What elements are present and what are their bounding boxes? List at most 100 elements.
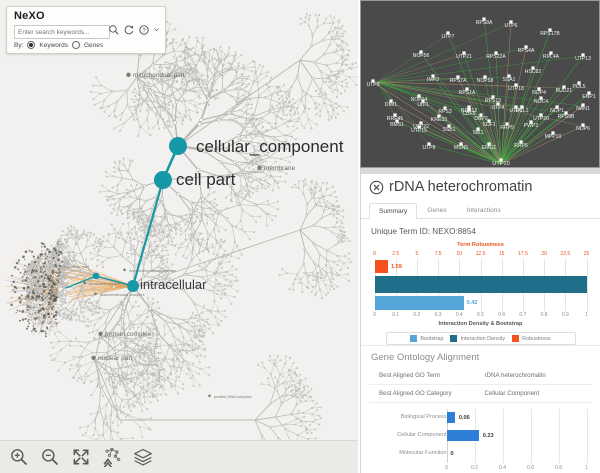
gene-label-rps4a[interactable]: RPS4A [518,48,535,54]
gene-label-ssb1[interactable]: SSB1 [442,127,455,133]
gene-label-emg1[interactable]: EMG1 [482,145,497,151]
gene-label-utp4[interactable]: UTP4 [491,105,504,111]
chart-legend[interactable]: Bootstrap Interaction Density Robustness [385,332,576,345]
tree-label-nuclear-part[interactable]: nuclear part [98,355,133,362]
gene-label-rpl4a[interactable]: RPL4A [543,54,560,60]
gene-label-rps7a[interactable]: RPS7A [450,78,467,84]
collapse-network-icon[interactable] [102,447,122,467]
gene-label-rps17b[interactable]: RPS17B [540,31,560,37]
gene-label-rrp45[interactable]: RRP45 [387,116,404,122]
gene-label-utp22[interactable]: UTP22 [413,124,429,130]
tree-nodes[interactable] [10,13,358,466]
gene-label-utp8[interactable]: UTP8 [422,145,435,151]
search-icon[interactable] [108,24,120,36]
gene-label-dbp2[interactable]: DBP2 [474,116,487,122]
gene-label-sik1[interactable]: SIK1 [472,130,483,136]
gene-label-rps22a[interactable]: RPS22A [486,54,506,60]
tree-label-cell-part[interactable]: cell part [176,170,236,189]
tree-toolbar[interactable] [0,440,358,473]
gene-label-nop14[interactable]: NOP14 [411,97,428,103]
gene-label-utp21[interactable]: UTP21 [456,54,472,60]
gene-label-utp15[interactable]: UTP15 [411,128,427,134]
gene-label-bud21[interactable]: BUD21 [556,88,573,94]
gene-label-utp9[interactable]: UTP9 [366,82,379,88]
tab-interactions[interactable]: Interactions [466,207,501,214]
detail-tabs[interactable]: Summary Genes Interactions [361,197,600,219]
gene-label-nop1[interactable]: NOP1 [550,108,564,114]
search-icon-group[interactable]: ? [108,24,160,36]
gene-label-utp7[interactable]: UTP7 [441,34,454,40]
radio-genes[interactable] [71,41,80,49]
tree-label-organelle[interactable]: organelle [24,296,41,301]
gene-label-cbf5[interactable]: CBF5 [462,111,475,117]
fit-screen-icon[interactable] [71,447,91,467]
tab-genes[interactable]: Genes [427,207,447,214]
gene-label-rps1a[interactable]: RPS1A [459,90,476,96]
legend-item-robustness[interactable]: Robustness [512,335,551,342]
tree-label-intracellular[interactable]: intracellular [140,277,207,292]
gene-label-rcl1[interactable]: RCL1 [515,108,528,114]
gene-label-rrp5[interactable]: RRP5 [514,143,528,149]
term-detail-panel[interactable]: rDNA heterochromatin Summary Genes Inter… [360,168,600,473]
tree-label-mitochondrial-part[interactable]: mitochondrial part [133,72,185,79]
gene-label-utp6[interactable]: UTP6 [504,23,517,29]
gene-label-mpp10[interactable]: MPP10 [545,134,562,140]
gene-label-utp18[interactable]: UTP18 [508,86,524,92]
tab-summary[interactable]: Summary [369,203,418,219]
tree-label-membrane[interactable]: membrane [264,165,295,172]
gene-label-hsc82[interactable]: HSC82 [525,69,542,75]
radio-keywords[interactable] [27,41,36,49]
tree-label-cellular_component[interactable]: cellular_component [196,137,344,156]
tree-label-cytoplasmic-part[interactable]: cytoplasmic part [60,264,90,269]
gene-label-ssa1[interactable]: SSA1 [502,77,515,83]
gene-label-rps8a[interactable]: RPS8A [476,20,493,26]
gene-label-nan1[interactable]: NAN1 [576,106,590,112]
legend-item-interaction-density[interactable]: Interaction Density [450,335,505,342]
gene-label-utp13[interactable]: UTP13 [575,56,591,62]
gene-label-rps13[interactable]: RPS13 [485,98,501,104]
tree-label-protein-dna-complex[interactable]: protein-DNA complex [214,394,252,399]
tree-label-ribonucleoprotein-complex[interactable]: ribonucleoprotein complex [129,268,176,273]
gene-network-view[interactable]: UTP9 NOP56 UTP7 RPS8A UTP6 RPS17B UTP21 RPS22A R… [360,0,600,168]
gene-label-rrp9[interactable]: RRP9 [500,125,514,131]
zoom-out-icon[interactable] [40,447,60,467]
gene-label-nop6[interactable]: NOP6 [576,126,590,132]
collapse-icon[interactable] [153,25,160,35]
gene-label-dim1[interactable]: DIM1 [385,102,397,108]
gene-label-nop56[interactable]: NOP56 [413,53,430,59]
gene-network-svg[interactable]: UTP9 NOP56 UTP7 RPS8A UTP6 RPS17B UTP21 RPS22A R… [361,1,600,168]
gene-label-bms1[interactable]: BMS1 [390,122,404,128]
gene-label-utp20[interactable]: UTP20 [533,116,549,122]
gene-label-sof1[interactable]: SOF1 [482,122,495,128]
close-circle-icon[interactable] [369,180,384,195]
search-by-row[interactable]: By: Keywords Genes [14,41,103,49]
zoom-in-icon[interactable] [9,447,29,467]
legend-item-bootstrap[interactable]: Bootstrap [410,335,443,342]
gene-label-rps3[interactable]: RPS3 [438,109,451,115]
help-icon[interactable]: ? [138,24,150,36]
gene-label-rrp12[interactable]: RRP12 [461,108,478,114]
tree-label-protein-complex[interactable]: protein complex [105,331,152,338]
gene-label-pol5[interactable]: POL5 [572,84,585,90]
gene-label-ubi1[interactable]: UBI1 [417,102,428,108]
search-panel[interactable]: NeXO ? By: [6,6,166,54]
gene-label-pwp2[interactable]: PWP2 [524,123,539,129]
gene-label-enp1[interactable]: ENP1 [582,94,595,100]
gene-label-kre33[interactable]: KRE33 [431,117,447,123]
reset-icon[interactable] [123,24,135,36]
tree-label-ribosomal-subunit[interactable]: ribosomal subunit [89,281,121,286]
gene-label-utp10[interactable]: UTP10 [492,161,509,167]
gene-label-nop58[interactable]: NOP58 [477,78,494,84]
gene-label-imp3[interactable]: IMP3 [427,77,439,83]
gene-label-rps9b[interactable]: RPS9B [558,114,575,120]
network-nodes[interactable] [371,17,591,162]
gene-label-msn5[interactable]: MSN5 [454,145,468,151]
gene-label-nop4[interactable]: NOP4 [532,90,546,96]
gene-label-utp5[interactable]: UTP5 [509,108,522,114]
search-input[interactable] [14,25,110,39]
gene-label-noc4[interactable]: NOC4 [534,99,548,105]
tree-label-macromolecular-complex[interactable]: macromolecular complex [100,292,144,297]
layers-icon[interactable] [133,447,153,467]
